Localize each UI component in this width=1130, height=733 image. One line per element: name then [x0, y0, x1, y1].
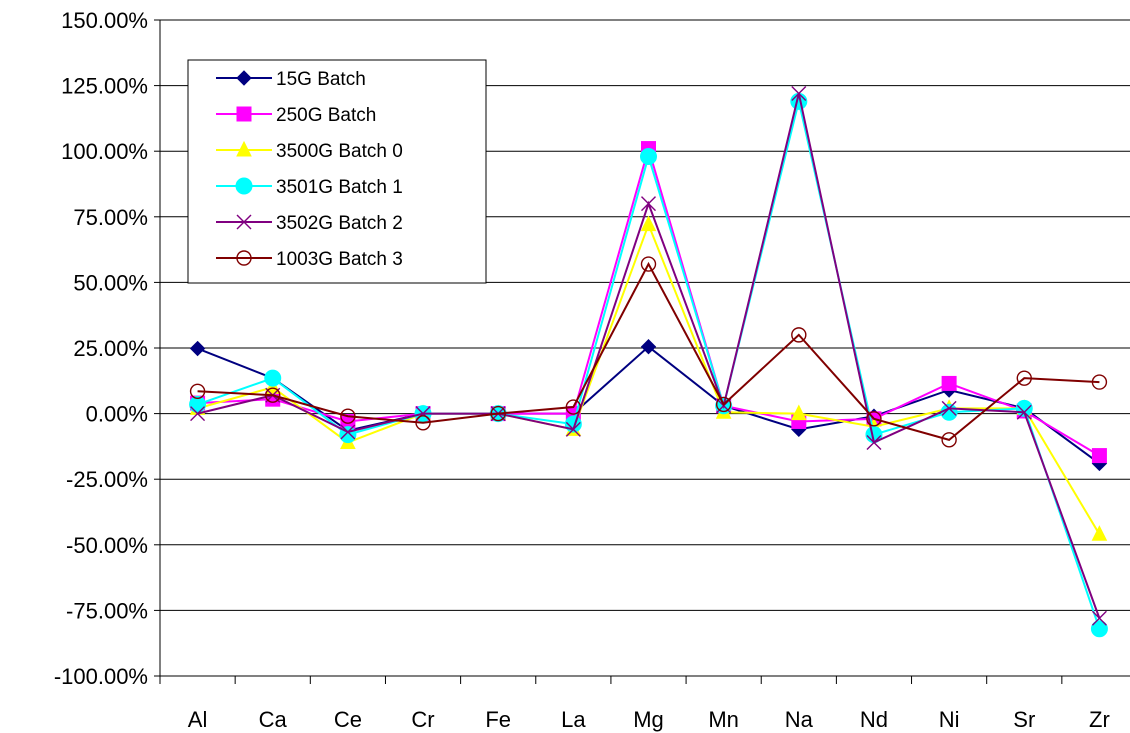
- legend: 15G Batch 250G Batch 3500G Batch 0 3501G Ba…: [187, 59, 487, 284]
- series-line: [197, 345, 1101, 465]
- legend-label: 3502G Batch 2: [276, 213, 403, 234]
- y-tick-label: 50.00%: [73, 270, 148, 295]
- marker-stroke: [791, 85, 807, 101]
- data-point: [1091, 448, 1107, 464]
- legend-box: [187, 59, 487, 284]
- legend-marker: [236, 140, 252, 157]
- data-point: [1016, 404, 1032, 420]
- data-point: [189, 383, 206, 399]
- data-point: [189, 395, 207, 413]
- data-point: [641, 196, 656, 212]
- axes: [154, 19, 1063, 684]
- data-point: [1090, 620, 1108, 638]
- marker-stroke: [340, 424, 356, 440]
- y-tick-label: 25.00%: [73, 336, 148, 361]
- marker-stroke: [641, 196, 656, 212]
- data-point: [565, 399, 582, 415]
- data-point: [1091, 374, 1108, 390]
- data-point: [265, 387, 281, 403]
- data-point: [1091, 610, 1107, 626]
- data-point: [189, 340, 206, 357]
- legend-item: 3502G Batch 2: [216, 213, 403, 234]
- data-point: [640, 256, 657, 272]
- y-tick-label: -100.00%: [54, 664, 148, 689]
- data-point: [640, 338, 657, 355]
- legend-label: 3500G Batch 0: [276, 141, 403, 162]
- legend-marker: [235, 177, 253, 195]
- y-tick-label: 125.00%: [61, 74, 148, 99]
- x-tick-label: Ni: [939, 707, 960, 732]
- x-tick-label: Mg: [633, 707, 664, 732]
- data-point: [640, 215, 657, 232]
- legend-marker: [236, 214, 252, 230]
- data-point: [790, 404, 807, 421]
- y-tick-label: -25.00%: [66, 467, 148, 492]
- marker-stroke: [190, 406, 206, 422]
- x-tick-label: Ce: [334, 707, 362, 732]
- legend-item: 15G Batch: [216, 69, 366, 90]
- y-tick-label: 100.00%: [61, 139, 148, 164]
- legend-item: 1003G Batch 3: [216, 249, 403, 270]
- legend-marker: [236, 70, 252, 86]
- data-point: [1091, 525, 1108, 541]
- data-point: [565, 421, 581, 437]
- data-point: [941, 432, 957, 448]
- data-point: [264, 369, 282, 387]
- marker-stroke: [1091, 610, 1107, 626]
- x-tick-label: Na: [785, 707, 814, 732]
- marker-stroke: [565, 421, 581, 437]
- series-6: [189, 256, 1108, 448]
- data-point: [941, 400, 957, 416]
- legend-label: 15G Batch: [276, 69, 366, 90]
- x-tick-label: Cr: [411, 707, 434, 732]
- x-tick-label: Ca: [259, 707, 288, 732]
- marker-stroke: [1016, 404, 1032, 420]
- data-point: [866, 411, 882, 427]
- marker-stroke: [941, 400, 957, 416]
- x-tick-label: Sr: [1013, 707, 1035, 732]
- data-point: [866, 434, 882, 450]
- y-tick-label: -75.00%: [66, 598, 148, 623]
- x-tick-label: Al: [188, 707, 208, 732]
- data-point: [940, 403, 958, 421]
- x-tick-label: Fe: [485, 707, 511, 732]
- data-point: [791, 327, 807, 343]
- series-1: [189, 338, 1108, 472]
- legend-marker: [236, 250, 252, 266]
- legend-item: 3500G Batch 0: [216, 140, 403, 162]
- legend-item: 250G Batch: [216, 105, 376, 126]
- data-point: [190, 406, 206, 422]
- y-tick-label: 150.00%: [61, 8, 148, 33]
- y-tick-labels: 150.00% 125.00% 100.00% 75.00% 50.00% 25.00% 0…: [54, 8, 148, 689]
- data-point: [640, 147, 657, 165]
- legend-label: 1003G Batch 3: [276, 249, 403, 270]
- data-point: [490, 405, 506, 422]
- x-tick-label: Zr: [1089, 707, 1110, 732]
- data-point: [1016, 370, 1032, 386]
- data-point: [791, 85, 807, 101]
- legend-label: 250G Batch: [276, 105, 376, 126]
- marker-stroke: [866, 434, 882, 450]
- x-tick-label: Nd: [860, 707, 888, 732]
- y-tick-label: -50.00%: [66, 533, 148, 558]
- data-point: [340, 408, 356, 424]
- x-tick-labels: Al Ca Ce Cr Fe La Mg Mn Na Nd Ni Sr Zr: [188, 707, 1110, 732]
- x-tick-label: La: [561, 707, 586, 732]
- y-tick-label: 75.00%: [73, 205, 148, 230]
- marker-stroke: [236, 214, 252, 230]
- x-tick-label: Mn: [708, 707, 739, 732]
- data-point: [340, 424, 356, 440]
- data-point: [941, 375, 957, 391]
- data-point: [715, 396, 732, 413]
- series-layer: [189, 85, 1108, 638]
- series-line: [197, 261, 1100, 441]
- data-point: [415, 415, 431, 431]
- legend-marker: [236, 106, 252, 122]
- y-tick-label: 0.00%: [86, 402, 148, 427]
- legend-label: 3501G Batch 1: [276, 177, 403, 198]
- legend-item: 3501G Batch 1: [216, 177, 403, 198]
